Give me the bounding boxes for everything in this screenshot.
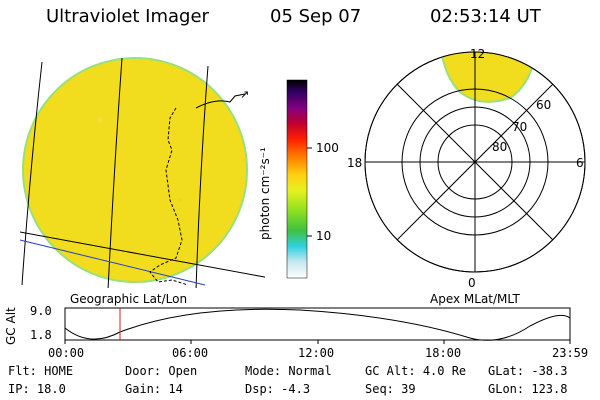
coast-mark: ↗ <box>240 88 249 101</box>
mlt-label-0: 0 <box>468 276 476 290</box>
status-gcalt: GC Alt: 4.0 Re <box>365 364 467 378</box>
mlt-label-18: 18 <box>347 156 363 170</box>
status-mode: Mode: Normal <box>245 364 332 378</box>
coastline <box>149 107 189 286</box>
colorbar-tick-10: 10 <box>316 229 332 243</box>
xtick-1200: 12:00 <box>298 346 335 360</box>
lat-label-60: 60 <box>536 98 552 112</box>
longitude-lines <box>19 57 265 288</box>
status-dsp: Dsp: -4.3 <box>245 382 311 396</box>
mlt-label-6: 6 <box>576 156 584 170</box>
xtick-1800: 18:00 <box>425 346 462 360</box>
altitude-ylabel: GC Alt <box>4 307 18 345</box>
altitude-ytick-low: 1.8 <box>30 328 52 342</box>
mlt-label-12: 12 <box>470 47 486 61</box>
xtick-2359: 23:59 <box>552 346 589 360</box>
xtick-0000: 00:00 <box>48 346 85 360</box>
altitude-plot <box>64 307 571 344</box>
colorbar <box>286 79 308 279</box>
left-panel-caption: Geographic Lat/Lon <box>70 292 188 306</box>
polar-auroral-coverage <box>438 52 537 103</box>
status-seq: Seq: 39 <box>365 382 416 396</box>
colorbar-tick-100: 100 <box>316 141 339 155</box>
altitude-ytick-high: 9.0 <box>30 304 52 318</box>
lat-label-80: 80 <box>492 140 508 154</box>
polar-plot <box>364 51 586 273</box>
status-gain: Gain: 14 <box>125 382 183 396</box>
time-label: 02:53:14 UT <box>430 6 541 27</box>
colorbar-unit: photon cm⁻²s⁻¹ <box>258 147 272 240</box>
colorbar-ticks <box>307 147 312 237</box>
earth-disk <box>22 57 248 283</box>
status-flt: Flt: HOME <box>8 364 74 378</box>
lat-label-70: 70 <box>512 120 528 134</box>
polar-caption: Apex MLat/MLT <box>430 292 520 306</box>
date-label: 05 Sep 07 <box>270 6 362 27</box>
status-door: Door: Open <box>125 364 198 378</box>
status-glon: GLon: 123.8 <box>488 382 568 396</box>
status-glat: GLat: -38.3 <box>488 364 568 378</box>
instrument-title: Ultraviolet Imager <box>46 6 209 27</box>
status-ip: IP: 18.0 <box>8 382 66 396</box>
coastline-north <box>195 93 246 109</box>
xtick-0600: 06:00 <box>172 346 209 360</box>
